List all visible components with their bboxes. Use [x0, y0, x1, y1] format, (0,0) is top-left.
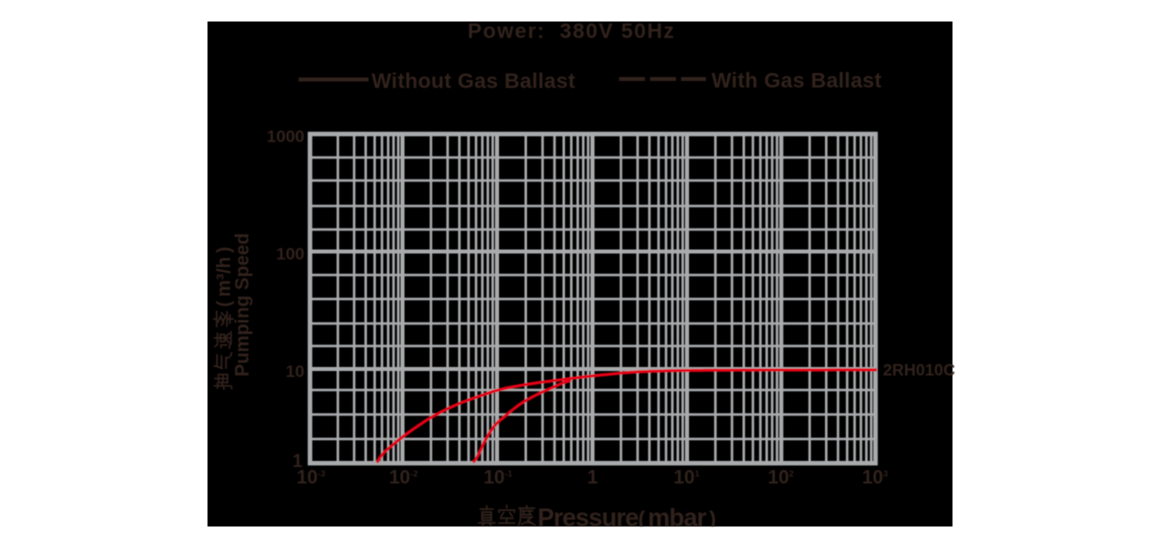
- svg-text:2RH010C: 2RH010C: [883, 362, 955, 380]
- svg-text:( m³/h ): ( m³/h ): [214, 247, 235, 307]
- svg-text:Without Gas Ballast: Without Gas Ballast: [372, 70, 576, 93]
- svg-text:100: 100: [276, 245, 304, 264]
- svg-text:1: 1: [292, 451, 302, 471]
- svg-text:103: 103: [862, 468, 888, 489]
- svg-text:Power: 380V 50Hz: Power: 380V 50Hz: [468, 20, 676, 43]
- svg-text:1: 1: [587, 468, 598, 489]
- svg-text:1000: 1000: [267, 127, 305, 146]
- svg-text:10: 10: [286, 362, 305, 381]
- svg-text:Pumping Speed: Pumping Speed: [233, 233, 254, 377]
- svg-text:Pressure( mbar ): Pressure( mbar ): [538, 504, 716, 532]
- svg-text:With Gas Ballast: With Gas Ballast: [712, 70, 882, 93]
- svg-text:102: 102: [768, 468, 794, 489]
- svg-text:101: 101: [674, 468, 700, 489]
